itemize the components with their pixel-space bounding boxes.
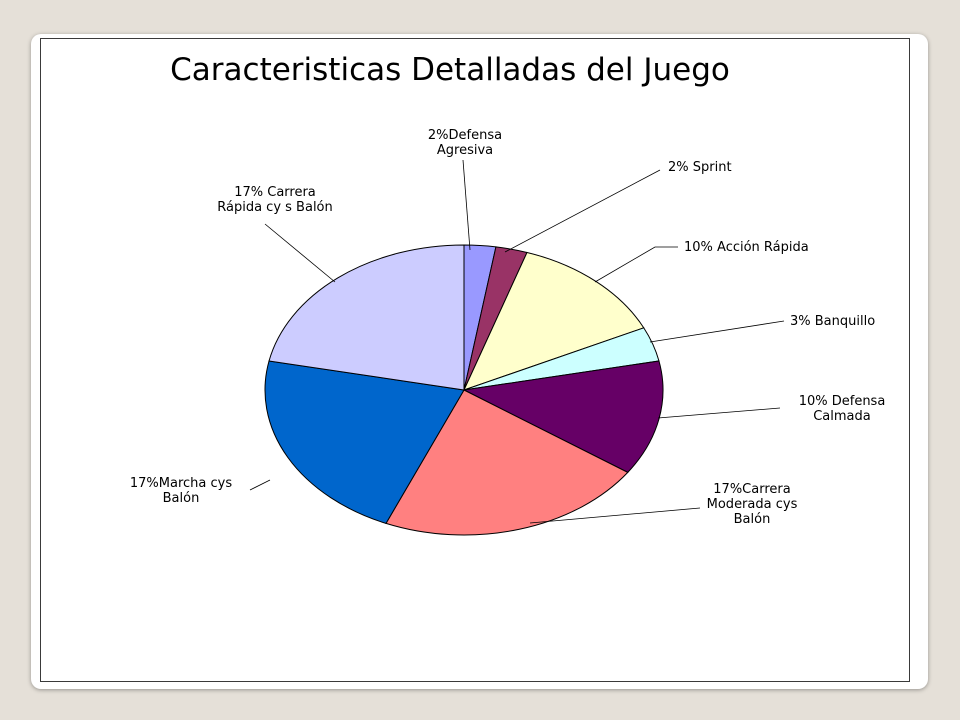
- leader-line: [249, 479, 271, 491]
- slice-label: 17% Carrera Rápida cy s Balón: [217, 185, 333, 215]
- slice-label-line: 3% Banquillo: [790, 314, 875, 329]
- leader-line: [657, 407, 781, 419]
- slice-label: 2% Sprint: [668, 160, 732, 175]
- slice-label: 10% Defensa Calmada: [799, 394, 886, 424]
- slice-label-line: 2% Sprint: [668, 160, 732, 175]
- pie-slice: [268, 244, 465, 391]
- leader-line: [649, 320, 785, 343]
- leader-line: [264, 223, 336, 283]
- leader-line: [504, 169, 661, 253]
- slice-label-line: 17%Carrera: [713, 482, 790, 497]
- pie-slice: [462, 360, 664, 473]
- slice-label-line: Agresiva: [437, 143, 493, 158]
- slice-label-line: 10% Defensa: [799, 394, 886, 409]
- slice-label-line: Balón: [163, 491, 200, 506]
- leader-line: [594, 246, 678, 283]
- slice-labels: 2%Defensa Agresiva 2% Sprint 10% Acción Ráp…: [130, 128, 885, 527]
- leader-line: [462, 159, 471, 251]
- leader-lines: [249, 159, 785, 524]
- pie-slices: [264, 244, 664, 536]
- slice-label-line: 2%Defensa: [428, 128, 502, 143]
- slice-label: 3% Banquillo: [790, 314, 875, 329]
- pie-slice: [385, 389, 629, 536]
- slice-label-line: 17%Marcha cys: [130, 476, 232, 491]
- slice-label-line: Calmada: [813, 409, 871, 424]
- slice-label-line: 17% Carrera: [234, 185, 316, 200]
- slice-label: 2%Defensa Agresiva: [428, 128, 502, 158]
- slice-label-line: Rápida cy s Balón: [217, 200, 333, 215]
- slice-label-line: Moderada cys: [707, 497, 798, 512]
- chart-title: Caracteristicas Detalladas del Juego: [170, 52, 730, 88]
- slice-label: 10% Acción Rápida: [684, 240, 809, 255]
- slice-label-line: 10% Acción Rápida: [684, 240, 809, 255]
- slice-label-line: Balón: [734, 512, 771, 527]
- pie-slice: [264, 360, 465, 524]
- slice-label: 17%Carrera Moderada cys Balón: [707, 482, 798, 527]
- slice-label: 17%Marcha cys Balón: [130, 476, 232, 506]
- leader-line: [529, 507, 701, 524]
